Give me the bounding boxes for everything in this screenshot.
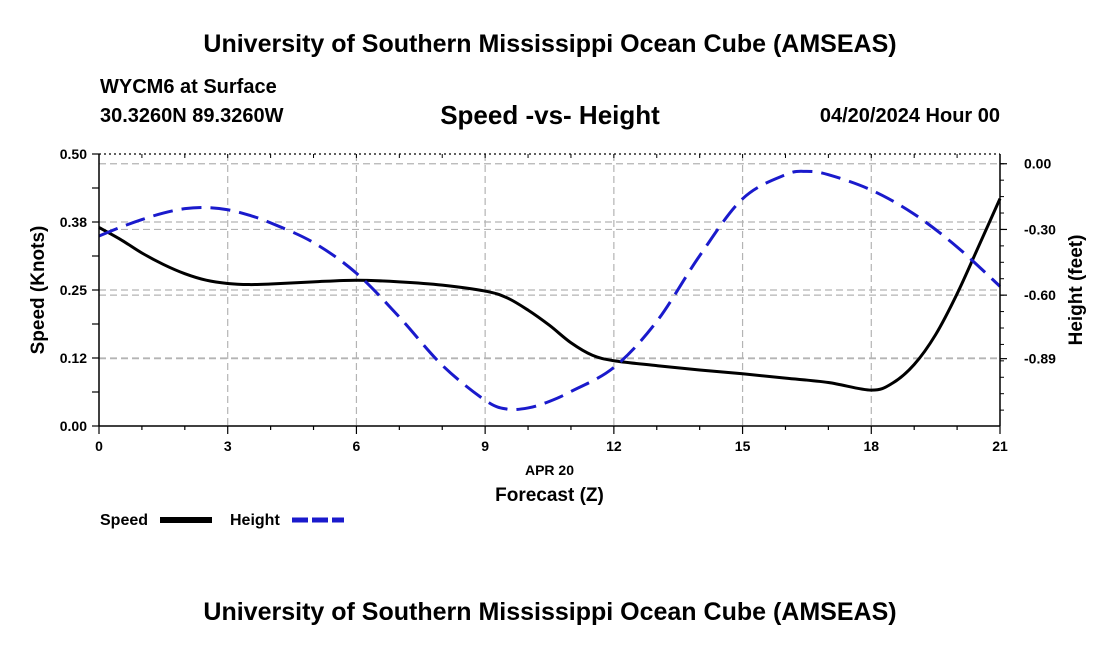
x-tick-label: 9: [481, 438, 489, 454]
y-tick-label: 0.38: [60, 214, 87, 230]
y-axis-title: Speed (Knots): [28, 226, 49, 355]
axes-layer: [92, 153, 1007, 434]
station-label: WYCM6 at Surface: [100, 76, 277, 98]
labels-layer: 0.00 0.12 0.25 0.38 0.50 0.00 -0.30 -0.60 -0.89 0…: [28, 146, 1087, 506]
speed-series-line: [98, 197, 1002, 392]
y-tick-label: 0.12: [60, 350, 87, 366]
report-title: University of Southern Mississippi Ocean…: [203, 30, 897, 58]
x-axis-title: Forecast (Z): [495, 485, 604, 506]
series-layer: [98, 169, 1002, 412]
y-tick-label: 0.25: [60, 282, 87, 298]
x-tick-label: 12: [606, 438, 622, 454]
legend: Speed Height: [100, 512, 344, 529]
x-tick-label: 0: [95, 438, 103, 454]
y2-tick-label: -0.60: [1024, 287, 1056, 303]
y2-tick-label: 0.00: [1024, 156, 1051, 172]
height-series-line: [98, 169, 1002, 412]
footer-title: University of Southern Mississippi Ocean…: [203, 598, 897, 626]
x-tick-label: 3: [224, 438, 232, 454]
x-tick-label: 18: [863, 438, 879, 454]
legend-label-height: Height: [230, 512, 280, 529]
x-date-label: APR 20: [525, 462, 574, 478]
y-tick-label: 0.00: [60, 418, 87, 434]
grid-layer: [99, 153, 1000, 426]
y2-tick-label: -0.89: [1024, 351, 1056, 367]
x-tick-label: 21: [992, 438, 1008, 454]
forecast-datetime: 04/20/2024 Hour 00: [819, 105, 1000, 127]
x-tick-label: 15: [735, 438, 751, 454]
coordinates-label: 30.3260N 89.3260W: [100, 105, 284, 127]
chart-title: Speed -vs- Height: [440, 100, 660, 130]
y-tick-label: 0.50: [60, 146, 87, 162]
x-tick-label: 6: [353, 438, 361, 454]
y2-tick-label: -0.30: [1024, 221, 1056, 237]
legend-label-speed: Speed: [100, 512, 148, 529]
y2-axis-title: Height (feet): [1066, 235, 1087, 346]
